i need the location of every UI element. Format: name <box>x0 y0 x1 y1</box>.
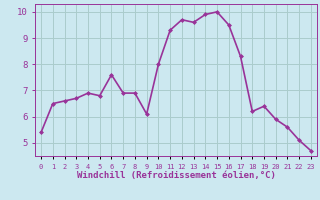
X-axis label: Windchill (Refroidissement éolien,°C): Windchill (Refroidissement éolien,°C) <box>76 171 276 180</box>
